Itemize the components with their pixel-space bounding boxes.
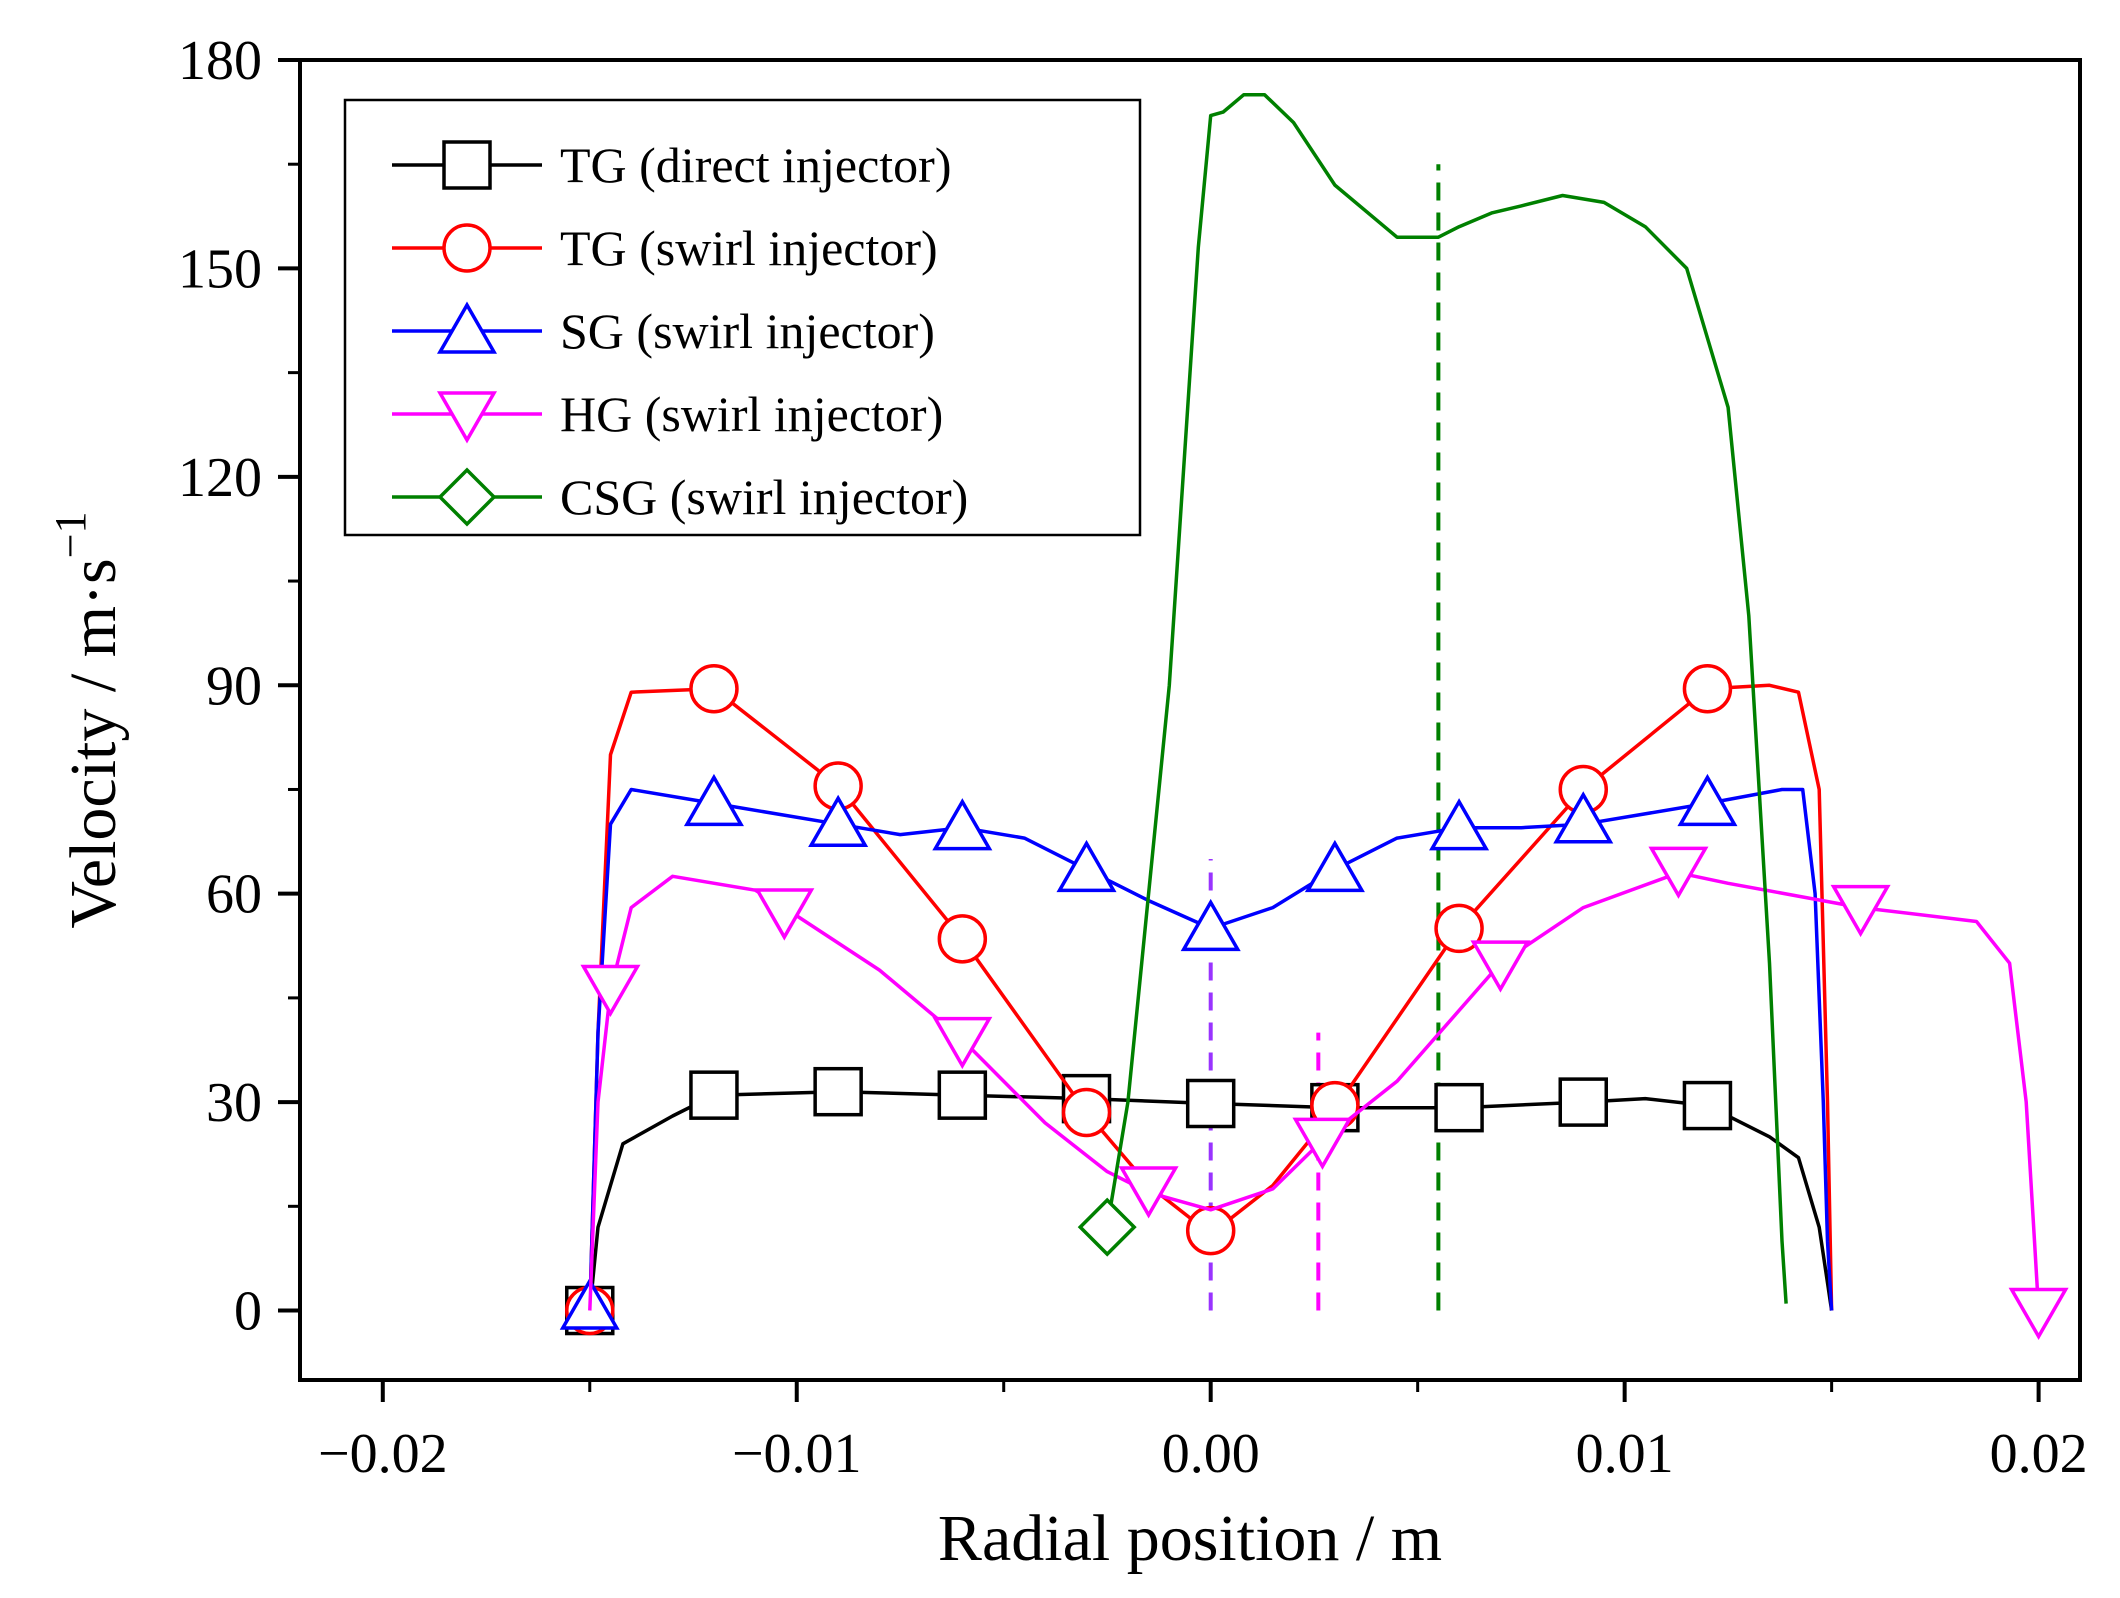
data-point-2-6	[1304, 839, 1365, 893]
series-4	[1077, 92, 1788, 1304]
legend-marker-3	[436, 391, 498, 444]
x-tick-label-2: 0.00	[1162, 1423, 1260, 1485]
series-0	[565, 1066, 1834, 1336]
x-tick-label-1: −0.01	[732, 1423, 862, 1485]
x-tick-label-4: 0.02	[1990, 1423, 2088, 1485]
data-layer	[559, 92, 2069, 1341]
data-point-0-3	[937, 1070, 988, 1120]
data-point-3-4	[1292, 1117, 1353, 1170]
data-point-2-4	[1056, 839, 1117, 893]
legend-marker-1	[442, 223, 492, 273]
legend-label-4: CSG (swirl injector)	[560, 469, 968, 525]
legend-label-2: SG (swirl injector)	[560, 303, 935, 359]
data-point-3-3	[1118, 1166, 1179, 1219]
data-point-2-3	[932, 798, 993, 851]
legend-marker-0	[442, 140, 492, 190]
data-point-3-6	[1648, 846, 1709, 899]
data-point-3-7	[1830, 884, 1891, 938]
data-point-0-8	[1558, 1077, 1609, 1127]
data-point-1-4	[1061, 1087, 1112, 1138]
legend-label-0: TG (direct injector)	[560, 137, 951, 193]
data-point-2-7	[1429, 798, 1490, 851]
data-point-2-9	[1677, 773, 1738, 827]
data-point-4-0	[1077, 1197, 1137, 1257]
y-tick-label-4: 120	[178, 447, 262, 509]
y-tick-label-5: 150	[178, 238, 262, 300]
y-axis-title: Velocity / m·s−1	[46, 511, 130, 928]
axis-layer: −0.02 −0.01 0.00 0.01 0.02 0 30 60 90 120 150 180	[178, 30, 2088, 1485]
data-point-0-7	[1434, 1082, 1484, 1133]
data-point-1-1	[689, 663, 739, 714]
data-point-1-5	[1185, 1205, 1236, 1256]
data-point-2-8	[1553, 791, 1614, 844]
y-tick-label-1: 30	[206, 1072, 262, 1134]
y-axis-title-unit-exponent: −1	[46, 511, 95, 558]
x-axis-title: Radial position / m	[938, 1502, 1442, 1575]
data-point-3-0	[580, 964, 641, 1017]
series-line-1	[588, 683, 1834, 1311]
data-point-2-2	[808, 794, 869, 847]
series-2	[559, 773, 1834, 1330]
y-axis-title-main: Velocity / m·s	[57, 558, 130, 928]
legend-marker-2	[436, 301, 498, 354]
plot-frame	[298, 58, 2082, 1382]
data-point-2-5	[1180, 898, 1241, 952]
data-point-3-5	[1470, 940, 1531, 993]
series-line-4	[1105, 92, 1788, 1304]
data-point-0-2	[813, 1066, 863, 1117]
data-point-1-3	[937, 914, 988, 964]
data-point-0-5	[1185, 1078, 1236, 1129]
legend-label-3: HG (swirl injector)	[560, 386, 943, 442]
data-point-0-9	[1682, 1080, 1733, 1131]
legend: TG (direct injector) TG (swirl injector) S…	[343, 98, 1142, 537]
legend-label-1: TG (swirl injector)	[560, 220, 938, 276]
series-1	[565, 663, 1834, 1336]
data-point-0-1	[689, 1070, 739, 1120]
x-tick-label-0: −0.02	[318, 1423, 448, 1485]
data-point-1-7	[1434, 903, 1484, 954]
data-point-1-9	[1682, 663, 1733, 714]
data-point-3-2	[932, 1016, 993, 1070]
x-tick-label-3: 0.01	[1576, 1423, 1674, 1485]
data-point-3-1	[754, 888, 815, 941]
series-3	[580, 846, 2069, 1341]
data-point-2-1	[683, 773, 744, 827]
y-tick-label-2: 60	[206, 864, 262, 926]
data-point-3-8	[2008, 1287, 2069, 1341]
y-tick-label-6: 180	[178, 30, 262, 92]
series-line-3	[588, 871, 2041, 1311]
y-tick-label-3: 90	[206, 655, 262, 717]
y-tick-label-0: 0	[234, 1281, 262, 1343]
legend-marker-4	[437, 467, 497, 527]
